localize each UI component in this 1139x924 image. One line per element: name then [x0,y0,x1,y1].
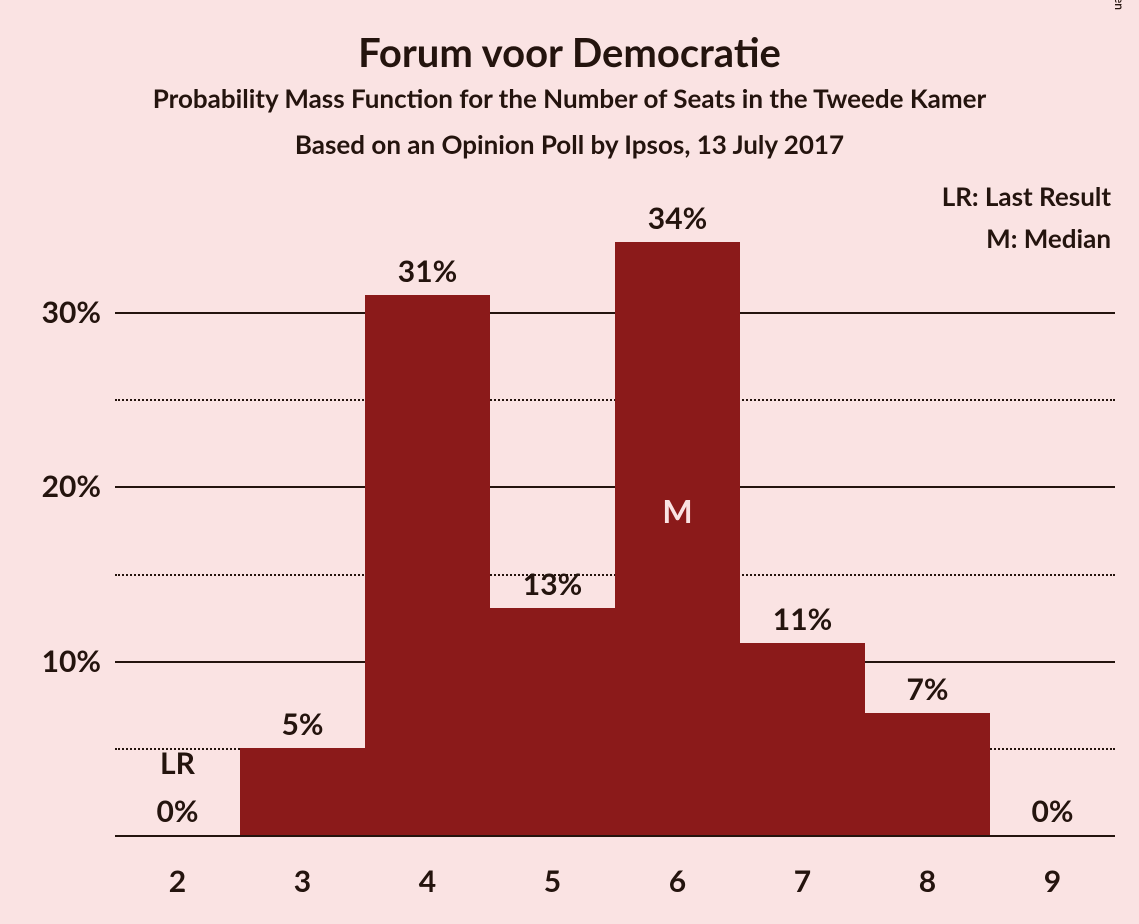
bar [740,643,865,835]
chart-subtitle-1: Probability Mass Function for the Number… [0,82,1139,114]
x-tick-label: 2 [115,863,240,899]
chart-title: Forum voor Democratie [0,28,1139,76]
legend-lr: LR: Last Result [942,180,1111,212]
bar-value-label: 5% [240,706,365,742]
bar [365,295,490,835]
x-tick-label: 5 [490,863,615,899]
chart-subtitle-2: Based on an Opinion Poll by Ipsos, 13 Ju… [0,128,1139,160]
lr-marker: LR [115,745,240,781]
bar-value-label: 31% [365,253,490,289]
y-tick-label: 10% [0,643,101,679]
chart-canvas: Forum voor Democratie Probability Mass F… [0,0,1139,924]
x-tick-label: 7 [740,863,865,899]
y-tick-label: 20% [0,468,101,504]
bar-value-label: 0% [990,793,1115,829]
bar [240,748,365,835]
bar-value-label: 0% [115,793,240,829]
bar-value-label: 13% [490,566,615,602]
plot-area: 0%LR5%31%13%34%M11%7%0% [115,225,1115,835]
bar-value-label: 11% [740,601,865,637]
copyright-text: © 2020 Filip van Laenen [1112,0,1127,10]
bar [615,242,740,835]
x-axis [115,835,1115,837]
x-tick-label: 9 [990,863,1115,899]
y-tick-label: 30% [0,294,101,330]
x-tick-label: 6 [615,863,740,899]
x-tick-label: 8 [865,863,990,899]
x-tick-label: 3 [240,863,365,899]
bar-value-label: 7% [865,671,990,707]
bar [865,713,990,835]
median-marker: M [615,491,740,530]
bar-value-label: 34% [615,200,740,236]
bar [490,608,615,835]
x-tick-label: 4 [365,863,490,899]
